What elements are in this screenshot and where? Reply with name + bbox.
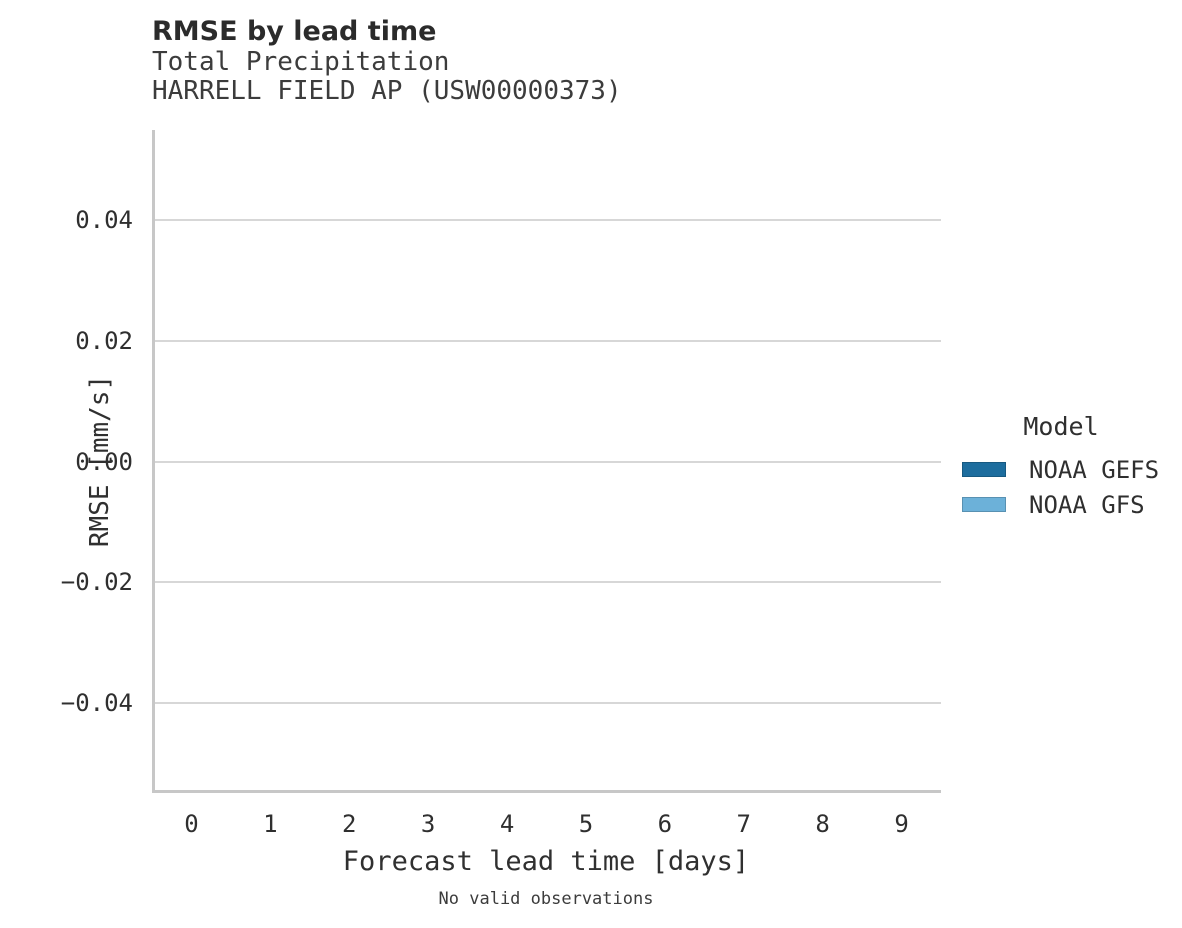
legend-item-label: NOAA GEFS bbox=[1029, 455, 1160, 484]
legend-title: Model bbox=[1023, 412, 1099, 441]
x-tick-label: 1 bbox=[263, 810, 278, 838]
gridline bbox=[155, 460, 941, 463]
chart-title: RMSE by lead time bbox=[152, 16, 437, 47]
chart-subtitle-variable: Total Precipitation bbox=[152, 47, 450, 77]
y-tick-label: −0.02 bbox=[60, 568, 133, 597]
x-axis-label: Forecast lead time [days] bbox=[342, 846, 750, 877]
legend-item: NOAA GFS bbox=[955, 487, 1167, 522]
x-tick-label: 8 bbox=[815, 810, 830, 838]
gridline bbox=[155, 581, 941, 584]
gridline bbox=[155, 219, 941, 222]
x-tick-label: 9 bbox=[894, 810, 909, 838]
x-tick-label: 3 bbox=[420, 810, 436, 838]
legend-item: NOAA GEFS bbox=[955, 452, 1167, 487]
chart-subtitle-station: HARRELL FIELD AP (USW00000373) bbox=[152, 76, 622, 106]
legend-item-label: NOAA GFS bbox=[1029, 490, 1145, 519]
y-tick-label: 0.04 bbox=[75, 206, 133, 235]
x-tick-label: 2 bbox=[342, 810, 357, 838]
gridline bbox=[155, 701, 941, 704]
chart-header: RMSE by lead time Total Precipitation HA… bbox=[152, 16, 622, 106]
gridline bbox=[155, 339, 941, 342]
y-tick-label: −0.04 bbox=[60, 688, 133, 717]
legend: Model NOAA GEFS NOAA GFS bbox=[955, 412, 1167, 522]
x-tick-label: 7 bbox=[736, 810, 751, 838]
y-tick-label: 0.02 bbox=[75, 326, 133, 355]
x-tick-label: 6 bbox=[657, 810, 673, 838]
legend-swatch bbox=[962, 497, 1006, 512]
legend-items: NOAA GEFS NOAA GFS bbox=[955, 452, 1167, 522]
x-tick-label: 0 bbox=[184, 810, 199, 838]
x-tick-label: 5 bbox=[578, 810, 594, 838]
plot-area bbox=[152, 130, 941, 793]
no-data-caption: No valid observations bbox=[438, 889, 654, 909]
legend-swatch bbox=[962, 462, 1006, 477]
y-tick-label: 0.00 bbox=[75, 447, 133, 476]
x-tick-label: 4 bbox=[499, 810, 515, 838]
